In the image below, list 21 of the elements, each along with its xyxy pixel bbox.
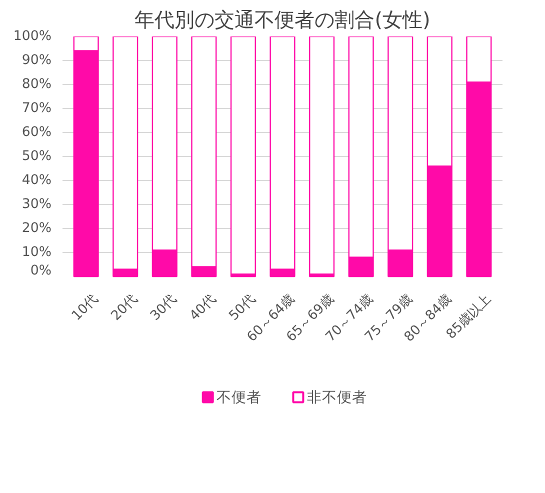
y-tick-label: 100% (13, 29, 52, 44)
y-tick-label: 0% (30, 264, 52, 278)
y-tick-label: 60% (22, 125, 52, 140)
y-tick-label: 80% (22, 77, 52, 92)
legend-label: 非不便者 (306, 388, 367, 406)
bar (230, 36, 256, 275)
y-tick-label: 10% (22, 245, 52, 260)
x-tick-label: 30代 (148, 292, 180, 324)
y-tick-label: 30% (22, 197, 52, 212)
y-tick-label: 50% (22, 149, 52, 164)
y-tick-label: 20% (22, 221, 52, 236)
chart-title: 年代別の交通不便者の割合(女性) (134, 8, 430, 32)
y-tick-label: 90% (22, 53, 52, 68)
x-tick-label: 40代 (187, 292, 220, 324)
y-tick-label: 40% (22, 173, 52, 188)
x-tick-label: 10代 (69, 292, 102, 324)
y-tick-label: 70% (22, 101, 52, 116)
x-tick-label: 50代 (226, 292, 258, 324)
x-tick-label: 20代 (108, 292, 140, 324)
legend-label: 不便者 (216, 388, 262, 406)
bar (309, 36, 335, 275)
